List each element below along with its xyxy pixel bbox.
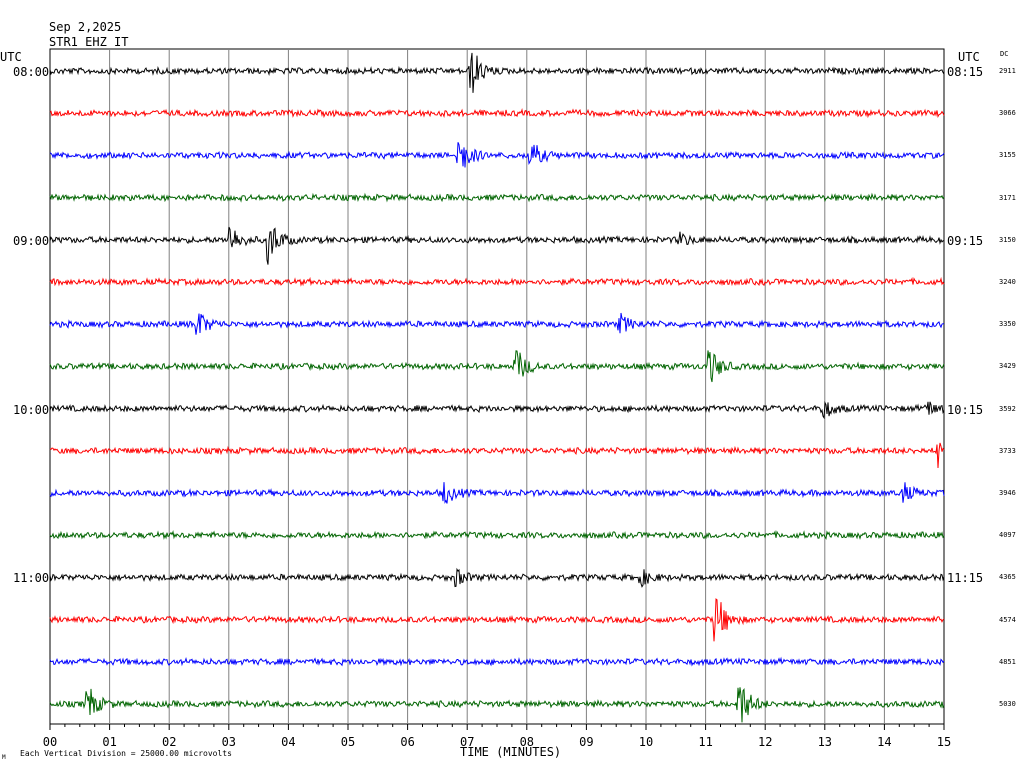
trace-line [49,52,945,93]
x-tick-label: 12 [758,735,772,749]
x-tick-label: 11 [698,735,712,749]
right-time-label: 08:15 [947,65,984,79]
plot-frame [49,48,945,725]
trace-line [49,312,944,335]
x-tick-label: 07 [460,735,474,749]
dc-offset-label: 3350 [999,320,1016,329]
dc-offset-label: 4097 [999,531,1016,540]
x-tick-label: 15 [937,735,951,749]
right-time-label: 10:15 [947,402,984,417]
left-time-label: 09:00 [13,233,50,248]
grid-lines [49,48,945,725]
dc-offset-label: 3240 [999,278,1016,286]
trace-line [49,482,945,504]
left-time-label: 10:00 [13,402,50,417]
dc-offset-label: 3946 [999,489,1016,497]
x-axis: 00 01 02 03 04 05 06 07 08 09 10 11 12 13 14 15 [43,724,951,749]
dc-offset-label: 3733 [999,446,1016,455]
station-label: STR1 EHZ IT [49,35,129,49]
trace-line [49,142,945,168]
dc-offset-label: 3592 [999,404,1016,413]
dc-offset-label: 3171 [999,193,1016,202]
x-tick-label: 06 [400,735,414,749]
x-tick-label: 00 [43,735,57,749]
utc-right-label: UTC [958,50,980,64]
x-tick-label: 08 [520,735,534,749]
left-time-label: 08:00 [13,65,50,79]
trace-line [49,400,945,420]
trace-line [49,226,945,265]
date-label: Sep 2,2025 [49,20,122,34]
dc-offset-label: 3150 [999,235,1016,244]
x-tick-label: 03 [222,735,236,749]
x-tick-label: 10 [639,735,653,749]
dc-offset-label: 3155 [999,151,1016,160]
trace-line [49,350,945,383]
x-tick-label: 05 [341,735,355,749]
trace-line [49,442,945,469]
x-tick-label: 13 [818,735,832,749]
x-tick-label: 09 [579,735,593,749]
dc-offset-label: 3066 [999,109,1016,118]
dc-offset-label: 4851 [999,657,1016,666]
trace-line [49,530,945,540]
trace-line [49,687,945,723]
trace-line [49,192,945,203]
dc-header-label: DC [1000,50,1009,58]
x-tick-label: 14 [877,735,891,749]
dc-offset-label: 2911 [999,67,1016,75]
trace-line [49,107,945,119]
trace-line [49,276,945,287]
dc-offset-label: 5030 [999,700,1016,708]
trace-line [49,567,945,588]
x-axis-title: TIME (MINUTES) [460,745,562,759]
dc-offset-label: 3429 [999,362,1016,371]
trace-line [49,598,945,642]
scale-note: Each Vertical Division = 25000.00 microv… [20,749,232,758]
corner-mark: M [2,754,6,761]
left-time-label: 11:00 [13,571,50,586]
dc-offset-label: 4365 [999,573,1016,582]
x-tick-label: 04 [281,735,295,749]
dc-offset-label: 4574 [999,615,1016,624]
right-time-label: 09:15 [947,233,984,248]
x-tick-label: 01 [102,735,116,749]
right-time-label: 11:15 [947,571,984,586]
seismic-traces [49,52,945,723]
trace-line [49,656,945,667]
x-tick-label: 02 [162,735,176,749]
utc-left-label: UTC [0,50,22,64]
